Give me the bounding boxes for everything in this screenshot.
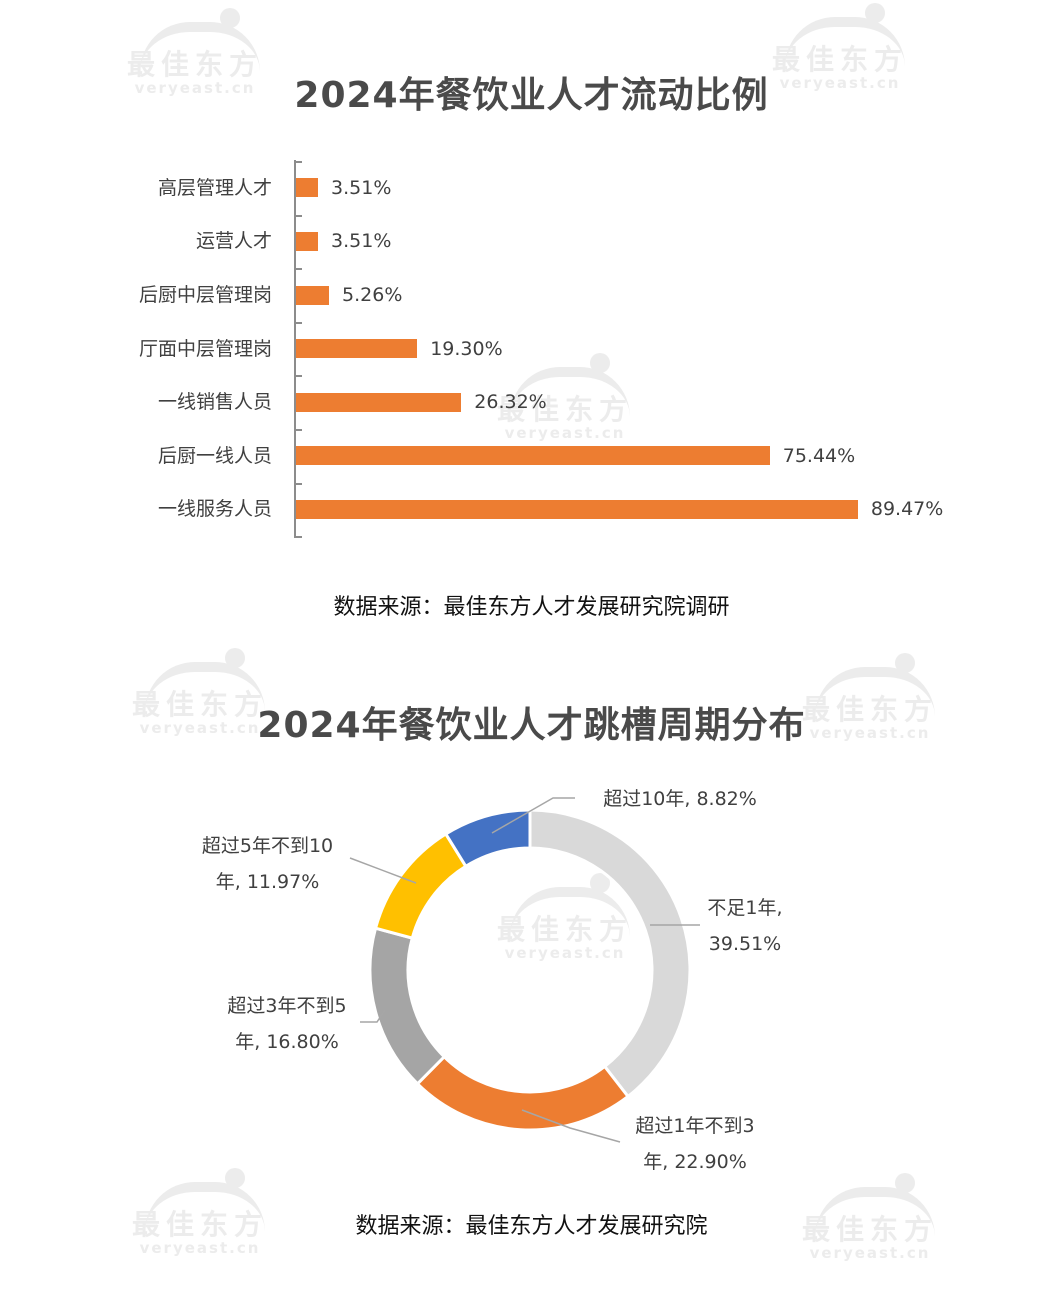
- bar: [296, 499, 858, 519]
- y-axis: [294, 160, 296, 536]
- axis-tick: [294, 536, 302, 539]
- axis-tick: [294, 375, 302, 378]
- chart2-source: 数据来源：最佳东方人才发展研究院: [355, 1214, 708, 1239]
- bar-value-label: 5.26%: [342, 284, 403, 306]
- category-label: 高层管理人才: [157, 176, 272, 199]
- donut-segment: [373, 831, 468, 940]
- leader-line: [491, 797, 575, 834]
- bar: [296, 178, 319, 198]
- leader-line: [349, 857, 417, 884]
- donut-label-line: 不足1年,: [707, 897, 783, 919]
- donut-segment: [368, 926, 447, 1086]
- donut-data-label: 超过10年, 8.82%: [590, 781, 770, 817]
- donut-data-label: 超过1年不到3 年, 22.90%: [620, 1108, 770, 1180]
- leader-line: [521, 1109, 621, 1143]
- chart1-source: 数据来源：最佳东方人才发展研究院调研: [333, 595, 730, 620]
- bar-value-label: 3.51%: [331, 230, 392, 253]
- axis-tick: [294, 214, 302, 217]
- bar: [296, 446, 770, 466]
- axis-tick: [294, 161, 302, 163]
- axis-tick: [294, 429, 302, 431]
- leader-line: [360, 1009, 386, 1023]
- bar: [296, 231, 319, 251]
- category-label: 厅面中层管理岗: [138, 337, 272, 360]
- bar-value-label: 19.30%: [430, 337, 503, 360]
- category-label: 一线服务人员: [157, 498, 272, 521]
- bar: [296, 285, 330, 305]
- category-label: 后厨中层管理岗: [138, 284, 272, 306]
- donut-data-label: 超过3年不到5 年, 16.80%: [212, 988, 362, 1060]
- bar-value-label: 89.47%: [870, 498, 944, 521]
- bar: [296, 392, 462, 412]
- chart1-title: 2024年餐饮业人才流动比例: [294, 75, 769, 116]
- donut-label-line: 年, 11.97%: [215, 871, 320, 893]
- donut-label-line: 超过1年不到3: [635, 1115, 755, 1137]
- chart2-title: 2024年餐饮业人才跳槽周期分布: [257, 705, 806, 746]
- donut-label-line: 超过5年不到10: [201, 835, 334, 857]
- bar-value-label: 75.44%: [782, 444, 856, 467]
- donut-segment: [415, 1054, 631, 1132]
- donut-segment: [528, 808, 692, 1099]
- bar-value-label: 26.32%: [474, 391, 547, 414]
- donut-data-label: 超过5年不到10 年, 11.97%: [185, 828, 350, 900]
- donut-label-line: 39.51%: [708, 933, 782, 955]
- axis-tick: [294, 268, 302, 271]
- donut-data-label: 不足1年, 39.51%: [690, 890, 800, 962]
- category-label: 运营人才: [195, 230, 272, 253]
- donut-label-line: 年, 22.90%: [643, 1151, 747, 1173]
- donut-label-line: 年, 16.80%: [235, 1031, 339, 1053]
- bar-value-label: 3.51%: [331, 176, 392, 199]
- category-label: 后厨一线人员: [157, 444, 272, 467]
- axis-tick: [294, 321, 302, 324]
- axis-tick: [294, 482, 302, 485]
- bar: [296, 339, 418, 359]
- donut-label-line: 超过3年不到5: [227, 995, 347, 1017]
- donut-label-line: 超过10年, 8.82%: [603, 788, 757, 810]
- category-label: 一线销售人员: [157, 391, 272, 414]
